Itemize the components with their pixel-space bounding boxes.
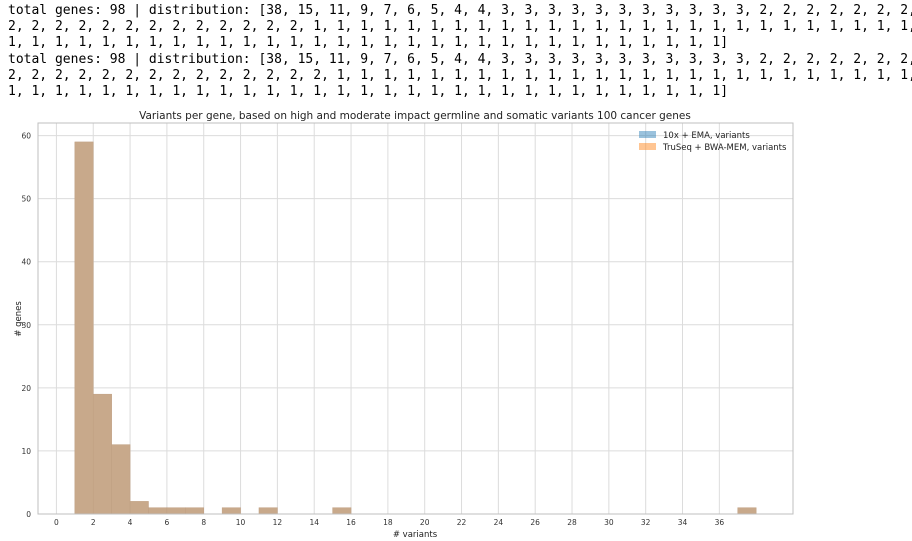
output-line: 2, 2, 2, 2, 2, 2, 2, 2, 2, 2, 2, 2, 2, 2… (8, 67, 912, 83)
y-tick-label: 30 (21, 321, 31, 330)
y-tick-label: 50 (21, 195, 31, 204)
x-tick-label: 34 (678, 518, 688, 527)
histogram-bar (74, 141, 94, 515)
y-tick-label: 40 (21, 258, 31, 267)
output-line: total genes: 98 | distribution: [38, 15,… (8, 51, 912, 67)
grid-lines (38, 123, 793, 515)
output-line: 1, 1, 1, 1, 1, 1, 1, 1, 1, 1, 1, 1, 1, 1… (8, 35, 729, 51)
legend: 10x + EMA, variants TruSeq + BWA-MEM, va… (639, 131, 787, 153)
x-tick-label: 36 (715, 518, 725, 527)
histogram-bar (129, 501, 149, 515)
x-tick-label: 4 (128, 518, 133, 527)
histogram-bar (332, 507, 352, 515)
y-tick-label: 0 (26, 510, 31, 519)
y-tick-label: 10 (21, 447, 31, 456)
chart-title: Variants per gene, based on high and mod… (139, 110, 691, 122)
x-tick-label: 20 (420, 518, 430, 527)
x-tick-label: 10 (236, 518, 246, 527)
histogram-bar (92, 393, 112, 515)
y-axis-label: # genes (14, 301, 24, 337)
legend-swatch-truseq (639, 143, 656, 150)
histogram-bar (148, 507, 168, 515)
histogram-bar (258, 507, 278, 515)
x-tick-label: 6 (165, 518, 170, 527)
x-tick-label: 30 (604, 518, 614, 527)
x-tick-label: 14 (309, 518, 319, 527)
y-tick-label: 20 (21, 384, 31, 393)
x-tick-label: 12 (273, 518, 283, 527)
output-line: 1, 1, 1, 1, 1, 1, 1, 1, 1, 1, 1, 1, 1, 1… (8, 84, 729, 100)
x-tick-label: 2 (91, 518, 96, 527)
legend-swatch-10x (639, 131, 656, 138)
histogram-bar (111, 444, 131, 515)
x-tick-label: 0 (54, 518, 59, 527)
x-tick-label: 8 (201, 518, 206, 527)
x-tick-label: 16 (346, 518, 356, 527)
bars (74, 141, 757, 515)
x-tick-label: 26 (530, 518, 540, 527)
plot-frame (37, 122, 794, 515)
legend-label-10x: 10x + EMA, variants (663, 131, 750, 141)
x-tick-label: 18 (383, 518, 393, 527)
histogram-bar (221, 507, 241, 515)
histogram-bar (185, 507, 204, 515)
x-tick-label: 22 (457, 518, 467, 527)
legend-label-truseq: TruSeq + BWA-MEM, variants (662, 143, 787, 153)
y-tick-label: 60 (21, 132, 31, 141)
output-line: total genes: 98 | distribution: [38, 15,… (8, 3, 912, 18)
histogram-bar (166, 507, 186, 515)
x-tick-label: 32 (641, 518, 651, 527)
histogram-bar (737, 507, 757, 515)
x-tick-labels: 0 2 4 6 8 10 12 14 16 18 20 22 24 26 28 30 32 34 36 (54, 518, 724, 527)
x-axis-label: # variants (393, 530, 438, 540)
output-text: total genes: 98 | distribution: [38, 15,… (8, 3, 912, 100)
x-tick-label: 28 (567, 518, 577, 527)
y-tick-labels: 0 10 20 30 40 50 60 (21, 132, 31, 519)
x-tick-label: 24 (494, 518, 504, 527)
output-line: 2, 2, 2, 2, 2, 2, 2, 2, 2, 2, 2, 2, 2, 1… (8, 19, 912, 35)
